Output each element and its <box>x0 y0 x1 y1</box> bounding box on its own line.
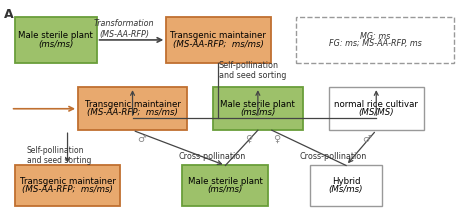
FancyBboxPatch shape <box>183 165 269 206</box>
Text: Transgenic maintainer: Transgenic maintainer <box>20 177 115 186</box>
Text: ♀: ♀ <box>273 134 280 144</box>
Text: ♂: ♂ <box>362 134 371 144</box>
FancyBboxPatch shape <box>15 17 97 63</box>
Text: Transgenic maintainer: Transgenic maintainer <box>85 100 180 109</box>
FancyBboxPatch shape <box>15 165 120 206</box>
Text: (ms/ms): (ms/ms) <box>208 186 243 194</box>
Text: Male sterile plant: Male sterile plant <box>19 31 93 40</box>
Text: Male sterile plant: Male sterile plant <box>188 177 263 186</box>
Text: Self-pollination
and seed sorting: Self-pollination and seed sorting <box>219 61 286 81</box>
Text: (MS/MS): (MS/MS) <box>359 108 394 117</box>
Text: ♂: ♂ <box>137 134 146 144</box>
Text: (ms/ms): (ms/ms) <box>38 39 74 49</box>
Text: Transformation
(MS-AA-RFP): Transformation (MS-AA-RFP) <box>94 19 155 39</box>
Text: (MS-AA-RFP;  ms/ms): (MS-AA-RFP; ms/ms) <box>173 39 264 49</box>
Text: Cross-pollination: Cross-pollination <box>300 152 367 161</box>
Text: Self-pollination
and seed sorting: Self-pollination and seed sorting <box>27 146 91 165</box>
FancyBboxPatch shape <box>166 17 271 63</box>
Text: (MS-AA-RFP;  ms/ms): (MS-AA-RFP; ms/ms) <box>22 186 113 194</box>
Text: Hybrid: Hybrid <box>332 177 361 186</box>
Text: Male sterile plant: Male sterile plant <box>220 100 295 109</box>
FancyBboxPatch shape <box>329 87 424 130</box>
Text: (ms/ms): (ms/ms) <box>240 108 276 117</box>
Text: FG: ms; MS-AA-RFP, ms: FG: ms; MS-AA-RFP, ms <box>329 39 421 48</box>
Text: ♀: ♀ <box>245 134 252 144</box>
FancyBboxPatch shape <box>212 87 303 130</box>
Text: Transgenic maintainer: Transgenic maintainer <box>170 31 266 40</box>
FancyBboxPatch shape <box>310 165 382 206</box>
Text: (MS-AA-RFP;  ms/ms): (MS-AA-RFP; ms/ms) <box>87 108 178 117</box>
FancyBboxPatch shape <box>296 17 454 63</box>
Text: Cross-pollination: Cross-pollination <box>179 152 246 161</box>
Text: (Ms/ms): (Ms/ms) <box>329 186 363 194</box>
FancyBboxPatch shape <box>78 87 187 130</box>
Text: A: A <box>4 8 14 21</box>
Text: normal rice cultivar: normal rice cultivar <box>334 100 418 109</box>
Text: MG: ms: MG: ms <box>360 32 390 41</box>
